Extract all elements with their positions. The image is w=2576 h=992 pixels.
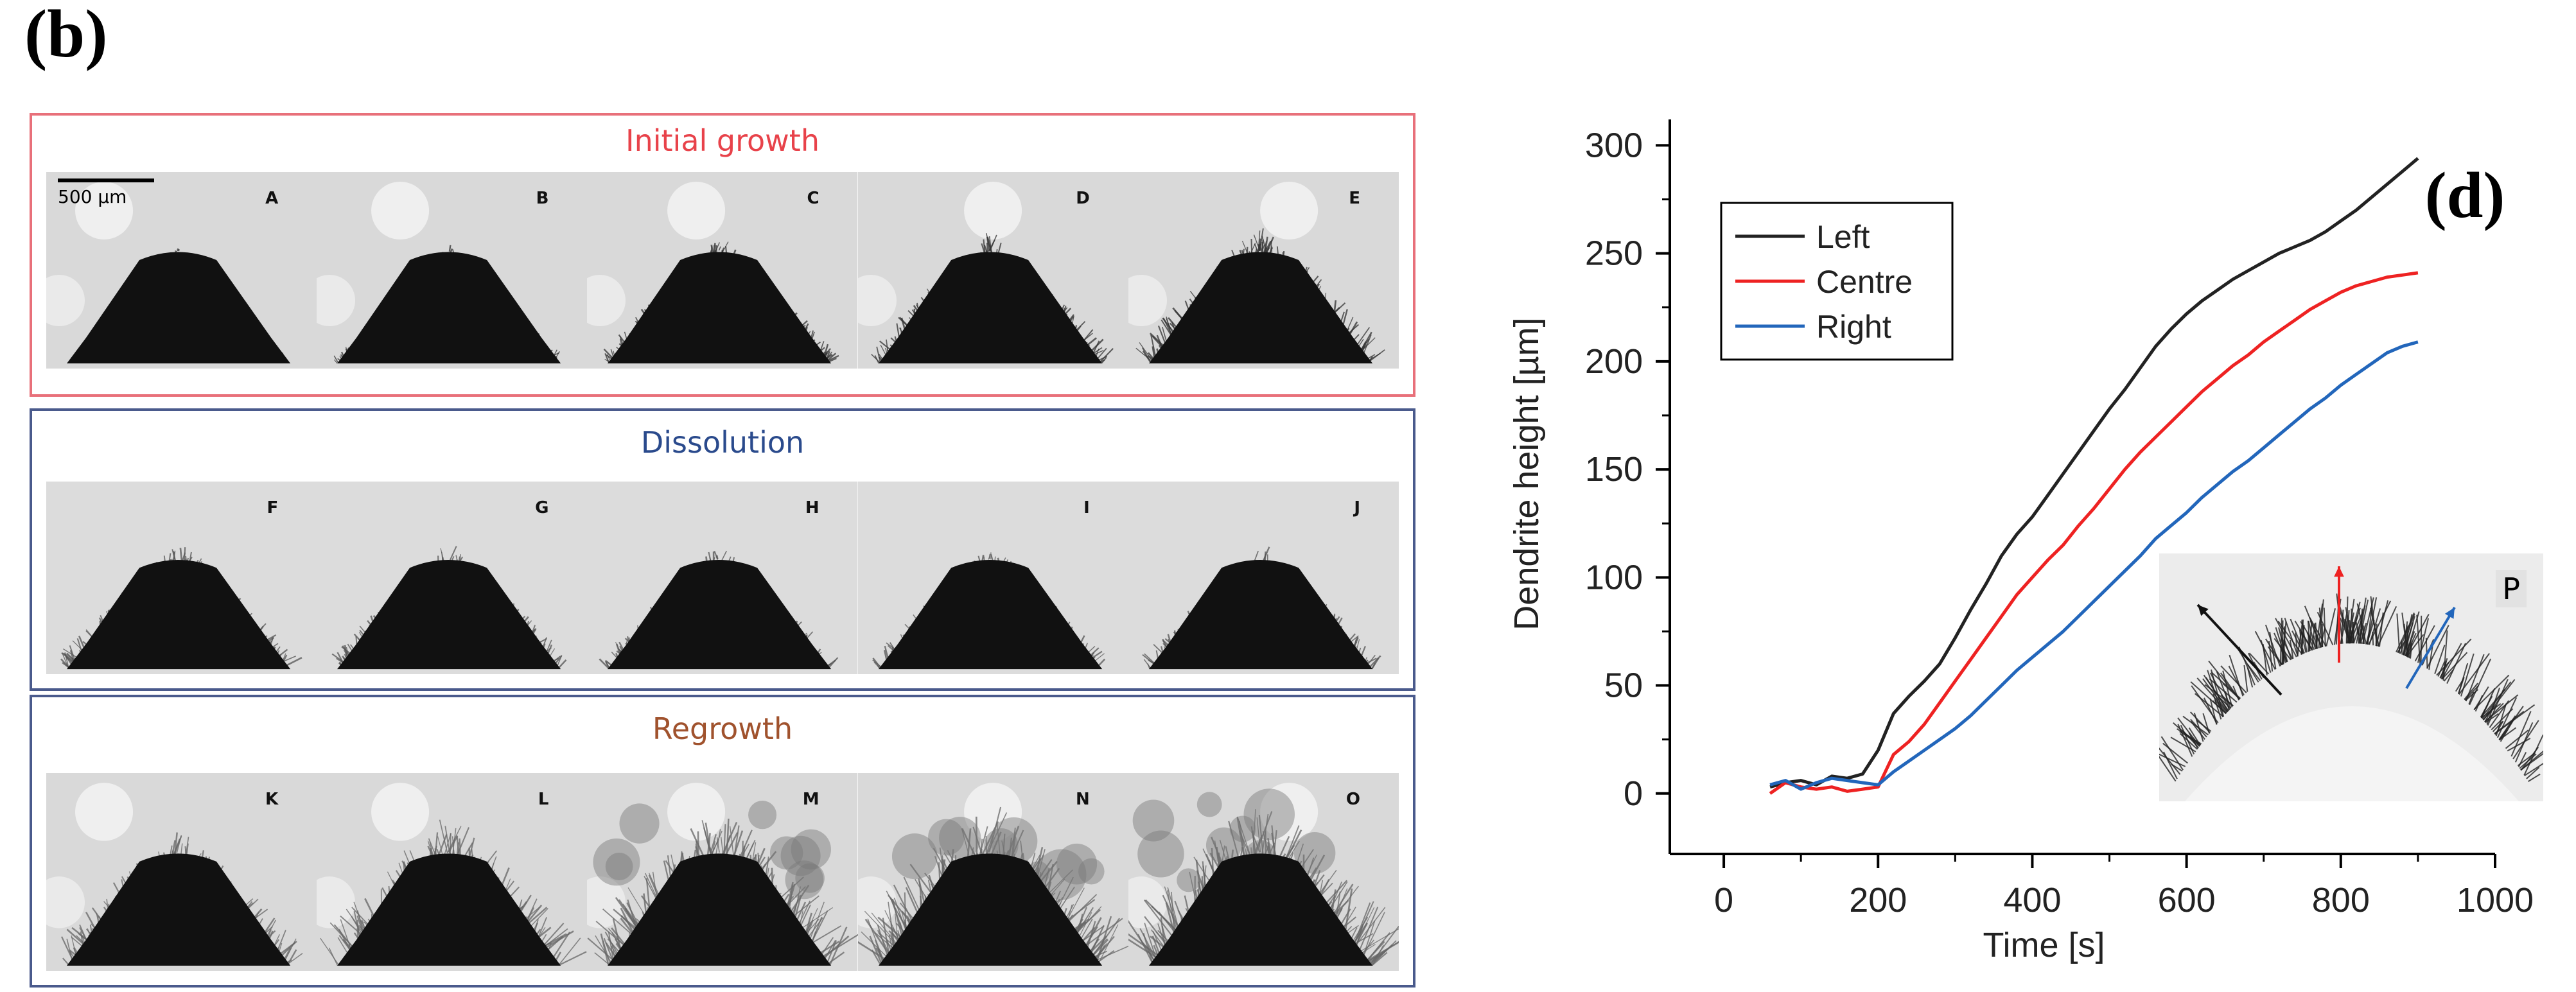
panel-letter-d: (d) [2425, 159, 2505, 232]
dissolution-box: Dissolution F G H I J [30, 408, 1415, 691]
micrograph-image [587, 482, 858, 674]
inset-arrowhead [2198, 605, 2209, 616]
micrograph-frame: C [587, 172, 858, 369]
inset-arrow [2405, 606, 2456, 690]
x-tick-label: 600 [2158, 881, 2216, 919]
row-title-dissolution: Dissolution [640, 425, 805, 460]
frame-label: C [807, 189, 819, 208]
y-tick-label: 50 [1604, 666, 1643, 705]
frame-label: K [265, 790, 279, 809]
x-tick-label: 0 [1714, 881, 1733, 919]
micrograph-frame: L [317, 773, 588, 971]
x-axis-label: Time [s] [1983, 926, 2105, 964]
frames-row: F G H I J [46, 482, 1399, 674]
series-line-right [1769, 340, 2419, 791]
frame-label: N [1076, 790, 1090, 809]
row-title-initial-growth: Initial growth [626, 123, 819, 158]
y-tick-label: 300 [1585, 126, 1643, 164]
series-line-centre [1769, 271, 2419, 795]
inset-arrow [2196, 604, 2282, 696]
micrograph-frame: B [317, 172, 588, 369]
micrograph-image [587, 773, 858, 971]
x-tick-label: 400 [2003, 881, 2061, 919]
frame-label: E [1349, 189, 1361, 208]
frame-label: D [1076, 189, 1090, 208]
x-tick-label: 1000 [2457, 881, 2534, 919]
frame-label: G [535, 498, 549, 518]
micrograph-image [317, 773, 588, 971]
micrograph-frame: G [317, 482, 588, 674]
inset-micrograph: P [2159, 553, 2543, 801]
frame-label: B [536, 189, 549, 208]
micrograph-image [317, 172, 588, 369]
frame-label: H [805, 498, 819, 518]
frame-label: F [267, 498, 279, 518]
micrograph-image [46, 172, 317, 369]
micrograph-image [46, 482, 317, 674]
micrograph-frame: D [857, 172, 1128, 369]
y-tick-label: 0 [1624, 774, 1643, 813]
micrograph-frame: I [857, 482, 1128, 674]
series-line-left [1769, 157, 2419, 789]
frame-label: L [538, 790, 549, 809]
micrograph-image [587, 172, 858, 369]
panel-letter-b: (b) [24, 0, 108, 71]
micrograph-image [857, 773, 1128, 971]
regrowth-box: Regrowth K L M N O [30, 695, 1415, 988]
micrograph-frame: O [1128, 773, 1399, 971]
micrograph-frame: H [587, 482, 858, 674]
row-title-regrowth: Regrowth [652, 711, 793, 746]
inset-dendrite-image [2159, 553, 2543, 801]
frames-row: 500 μm A B C D E [46, 172, 1399, 369]
initial-growth-box: Initial growth 500 μm A B C D E [30, 113, 1415, 397]
micrograph-image [857, 172, 1128, 369]
inset-label: P [2496, 570, 2527, 607]
inset-arrowhead [2334, 566, 2344, 577]
micrograph-image [317, 482, 588, 674]
frame-label: M [802, 790, 819, 809]
micrograph-frame: 500 μm A [46, 172, 317, 369]
y-tick-label: 200 [1585, 342, 1643, 381]
legend-label: Right [1816, 309, 1891, 345]
micrograph-frame: J [1128, 482, 1399, 674]
micrograph-frame: K [46, 773, 317, 971]
micrograph-image [1128, 172, 1399, 369]
frame-label: O [1345, 790, 1361, 809]
x-tick-label: 800 [2312, 881, 2370, 919]
y-axis-label: Dendrite height [µm] [1507, 317, 1546, 630]
scale-bar: 500 μm [58, 178, 154, 207]
frame-label: A [265, 189, 279, 208]
y-tick-label: 150 [1585, 450, 1643, 489]
micrograph-frame: F [46, 482, 317, 674]
micrograph-image [46, 773, 317, 971]
x-tick-label: 200 [1849, 881, 1907, 919]
micrograph-image [1128, 482, 1399, 674]
frames-row: K L M N O [46, 773, 1399, 971]
y-tick-label: 250 [1585, 234, 1643, 273]
y-tick-label: 100 [1585, 558, 1643, 596]
frame-label: J [1354, 498, 1361, 518]
frame-label: I [1083, 498, 1090, 518]
inset-arrowhead [2444, 607, 2455, 619]
micrograph-image [857, 482, 1128, 674]
legend-label: Left [1816, 219, 1870, 255]
micrograph-frame: N [857, 773, 1128, 971]
micrograph-frame: E [1128, 172, 1399, 369]
micrograph-frame: M [587, 773, 858, 971]
legend-label: Centre [1816, 264, 1913, 300]
micrograph-image [1128, 773, 1399, 971]
